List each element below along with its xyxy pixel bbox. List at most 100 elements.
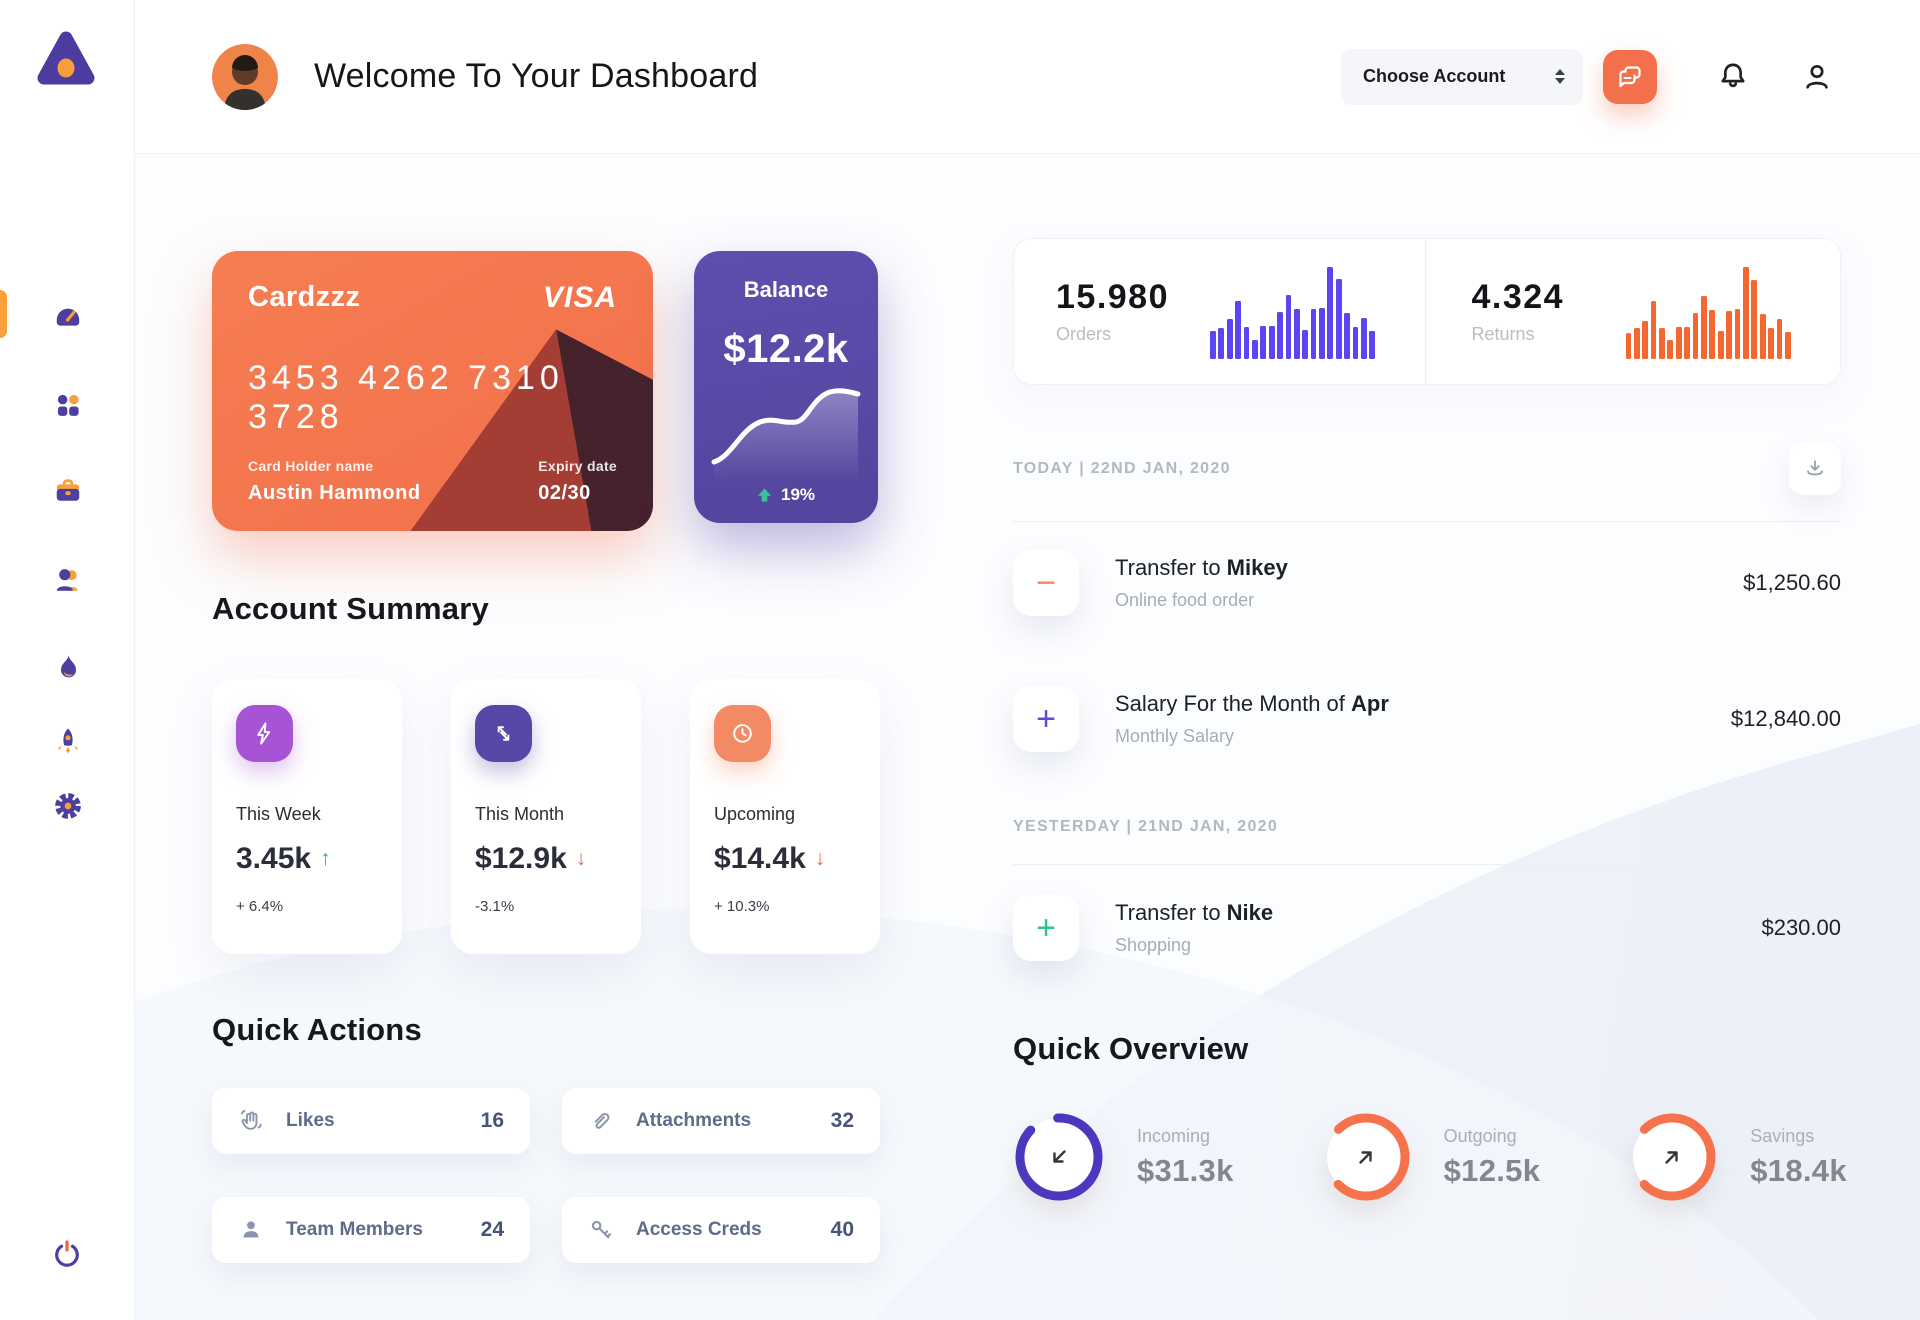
key-icon (591, 1220, 612, 1239)
summary-change: + 6.4% (236, 898, 284, 915)
today-date-label: TODAY | 22ND JAN, 2020 (1013, 460, 1231, 477)
sidebar-item-portfolio[interactable] (46, 468, 90, 512)
quick-action-attachments[interactable]: Attachments 32 (562, 1088, 880, 1154)
sidebar-item-settings[interactable] (46, 784, 90, 828)
credit-icon: + (1013, 686, 1079, 752)
triangle-logo (37, 31, 95, 85)
arrow-down-left-icon (1053, 1150, 1066, 1163)
bar (1759, 314, 1766, 359)
summary-card-this-month: This Month $12.9k ↓ -3.1% (451, 679, 641, 954)
card-name: Cardzzz (248, 281, 361, 313)
sidebar (0, 0, 135, 1320)
tx-title-prefix: Salary For the Month of (1115, 691, 1351, 716)
quick-action-access-creds[interactable]: Access Creds 40 (562, 1197, 880, 1263)
download-button[interactable] (1789, 443, 1841, 495)
quick-action-label: Team Members (286, 1219, 423, 1240)
paperclip-icon (594, 1112, 610, 1129)
quick-actions-grid: Likes 16 Attachments 32 Team Members (212, 1088, 880, 1263)
incoming-donut (1015, 1113, 1103, 1201)
bar (1701, 295, 1707, 359)
bar (1675, 327, 1682, 359)
gear-icon (54, 793, 81, 819)
orders-bar-chart (1210, 265, 1376, 359)
divider (1013, 864, 1841, 865)
bar (1319, 307, 1325, 359)
rocket-icon (57, 728, 78, 754)
transaction-row-salary[interactable]: + Salary For the Month of Apr Monthly Sa… (1013, 686, 1841, 752)
balance-value: $12.2k (723, 327, 849, 371)
choose-account-label: Choose Account (1363, 66, 1506, 86)
tx-subtitle: Online food order (1115, 590, 1255, 610)
notifications-button[interactable] (1713, 57, 1753, 97)
card-number: 3453 4262 7310 3728 (248, 359, 564, 436)
bar (1268, 326, 1275, 359)
sidebar-item-logout[interactable] (45, 1232, 89, 1276)
quick-action-team-members[interactable]: Team Members 24 (212, 1197, 530, 1263)
power-icon (55, 1240, 79, 1267)
incoming-ring-group: Incoming $31.3k (1013, 1111, 1234, 1203)
ring-label: Outgoing (1443, 1125, 1517, 1146)
summary-label: This Week (236, 804, 321, 824)
profile-button[interactable] (1797, 57, 1837, 97)
balance-label: Balance (743, 277, 829, 302)
bar (1726, 310, 1732, 359)
bar (1335, 279, 1342, 359)
transaction-row-mikey[interactable]: − Transfer to Mikey Online food order $1… (1013, 550, 1841, 616)
bar (1625, 332, 1632, 359)
savings-donut (1628, 1113, 1716, 1201)
select-chevrons-icon (1555, 69, 1565, 84)
trend-down-arrow: ↓ (814, 847, 826, 870)
trend-up-arrow: ↑ (320, 847, 331, 870)
quick-action-likes[interactable]: Likes 16 (212, 1088, 530, 1154)
quick-action-label: Likes (286, 1110, 335, 1131)
ring-value: $31.3k (1137, 1152, 1234, 1188)
quick-overview-title: Quick Overview (1013, 1031, 1249, 1066)
bar (1218, 328, 1225, 359)
tx-amount: $1,250.60 (1743, 570, 1841, 595)
sidebar-item-trending[interactable] (46, 645, 90, 689)
sidebar-item-apps[interactable] (46, 383, 90, 427)
active-nav-indicator (0, 290, 7, 338)
divider (1013, 521, 1841, 522)
summary-card-this-week: This Week 3.45k ↑ + 6.4% (212, 679, 402, 954)
summary-change: + 10.3% (714, 898, 770, 915)
summary-value: $12.9k (475, 842, 567, 875)
sidebar-item-dashboard[interactable] (46, 292, 90, 336)
ring-label: Incoming (1137, 1125, 1211, 1146)
user-avatar[interactable] (212, 43, 278, 110)
balance-card: Balance $12.2k (694, 251, 878, 523)
summary-cards: This Week 3.45k ↑ + 6.4% This Month $12.9… (212, 679, 880, 954)
lightning-icon (236, 705, 293, 762)
bar (1210, 330, 1216, 359)
sidebar-item-launch[interactable] (46, 719, 90, 763)
orders-returns-card: 15.980 Orders 4.324 Returns (1013, 238, 1841, 385)
speedometer-icon (56, 308, 79, 326)
quick-action-count: 40 (830, 1218, 854, 1241)
transaction-row-nike[interactable]: + Transfer to Nike Shopping $230.00 (1013, 895, 1841, 961)
bar (1369, 330, 1376, 359)
page-title: Welcome To Your Dashboard (314, 57, 759, 95)
arrow-up-right-icon (1358, 1151, 1372, 1164)
tx-title-bold: Nike (1226, 900, 1274, 925)
bar (1650, 301, 1657, 359)
bar (1742, 266, 1749, 359)
tx-amount: $12,840.00 (1730, 706, 1841, 731)
bar (1260, 326, 1267, 359)
choose-account-select[interactable]: Choose Account (1341, 48, 1583, 105)
ring-label: Savings (1750, 1125, 1815, 1146)
returns-bar-chart (1625, 265, 1791, 359)
up-arrow-icon (757, 487, 772, 502)
chat-button[interactable] (1603, 49, 1657, 104)
sidebar-item-team[interactable] (46, 558, 90, 602)
bar (1293, 308, 1300, 359)
card-holder-name: Austin Hammond (248, 482, 421, 504)
balance-sparkline (711, 388, 861, 482)
chat-icon (1619, 65, 1641, 87)
trend-down-arrow: ↓ (575, 847, 587, 870)
top-header: Welcome To Your Dashboard Choose Account (135, 0, 1920, 154)
main-content: Cardzzz VISA 3453 4262 7310 3728 Card Ho… (135, 155, 1920, 1320)
bar (1361, 318, 1367, 359)
orders-value: 15.980 (1056, 278, 1169, 316)
bar (1717, 330, 1724, 359)
